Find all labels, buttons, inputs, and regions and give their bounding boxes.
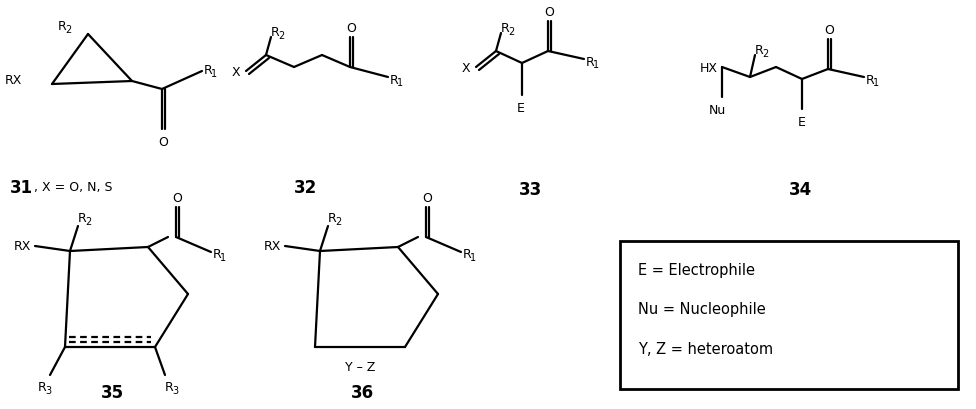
Text: 34: 34 [789, 180, 812, 198]
Text: E: E [798, 115, 806, 128]
Text: O: O [545, 7, 554, 20]
Text: R: R [586, 55, 594, 68]
Text: R: R [38, 380, 47, 393]
Text: , X = O, N, S: , X = O, N, S [34, 181, 112, 194]
Text: Y, Z = heteroatom: Y, Z = heteroatom [638, 342, 773, 357]
Text: R: R [58, 20, 66, 34]
Text: 2: 2 [335, 216, 342, 227]
Text: 32: 32 [294, 179, 316, 196]
Text: R: R [165, 380, 174, 393]
Text: 2: 2 [508, 27, 514, 37]
Text: 3: 3 [45, 385, 51, 395]
Text: 1: 1 [397, 78, 403, 88]
Text: HX: HX [700, 61, 718, 74]
Text: R: R [390, 73, 399, 86]
Text: O: O [173, 192, 183, 205]
Text: RX: RX [264, 240, 281, 253]
Text: E: E [517, 101, 525, 114]
Text: R: R [501, 22, 509, 36]
Text: 1: 1 [593, 60, 599, 70]
Text: X: X [232, 65, 241, 78]
Text: 2: 2 [762, 49, 768, 59]
Text: Nu: Nu [709, 103, 725, 116]
Text: X: X [462, 61, 470, 74]
Text: O: O [825, 25, 834, 37]
Text: R: R [463, 248, 471, 261]
Text: R: R [328, 212, 337, 225]
Text: R: R [204, 64, 213, 77]
Text: O: O [346, 22, 356, 36]
Text: 2: 2 [278, 31, 284, 41]
Text: RX: RX [5, 73, 22, 86]
Text: R: R [271, 27, 280, 39]
Text: O: O [158, 135, 168, 148]
Text: R: R [78, 212, 87, 225]
Text: R: R [213, 248, 222, 261]
Text: 1: 1 [220, 252, 226, 262]
Text: R: R [755, 45, 764, 57]
Text: 1: 1 [470, 252, 476, 262]
Text: 1: 1 [873, 78, 879, 88]
Text: Y – Z: Y – Z [345, 361, 375, 373]
Bar [620, 241, 958, 389]
Text: 31: 31 [10, 179, 33, 196]
Text: RX: RX [14, 240, 31, 253]
Text: O: O [423, 192, 432, 205]
Text: E = Electrophile: E = Electrophile [638, 262, 755, 277]
Text: 3: 3 [172, 385, 179, 395]
Text: 2: 2 [65, 25, 71, 35]
Text: Nu = Nucleophile: Nu = Nucleophile [638, 302, 766, 317]
Text: 1: 1 [211, 69, 217, 79]
Text: 33: 33 [518, 180, 542, 198]
Text: 35: 35 [101, 383, 124, 401]
Text: 2: 2 [85, 216, 91, 227]
Text: R: R [866, 73, 874, 86]
Text: 36: 36 [350, 383, 374, 401]
